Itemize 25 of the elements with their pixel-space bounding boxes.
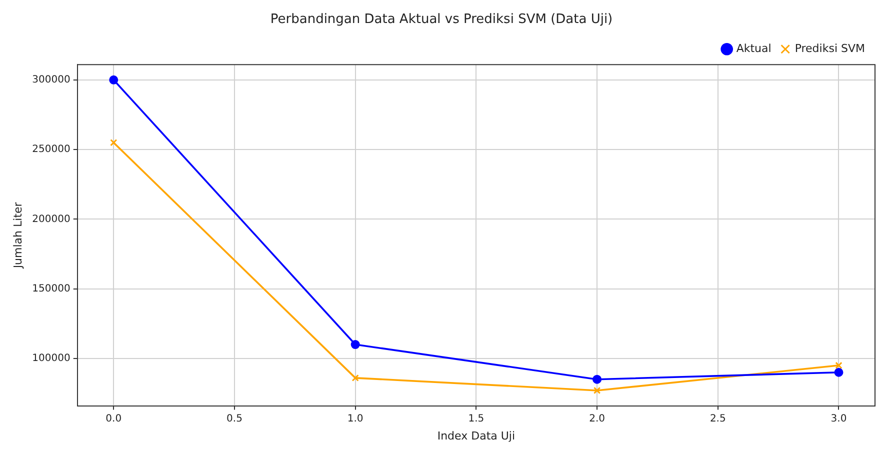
point xyxy=(593,386,601,394)
legend-label: Prediksi SVM xyxy=(794,42,866,55)
x-tick-label: 3.0 xyxy=(830,413,847,424)
x-tick-label: 0.0 xyxy=(106,413,122,424)
point xyxy=(350,340,360,350)
y-axis-title: Jumlah Liter xyxy=(11,202,24,270)
x-tick-label: 1.0 xyxy=(347,413,364,424)
x-tick-label: 2.0 xyxy=(589,413,605,424)
point xyxy=(109,75,118,84)
point xyxy=(352,374,359,382)
legend-label: Aktual xyxy=(736,42,772,55)
point xyxy=(835,362,842,369)
y-tick-label: 300000 xyxy=(32,74,70,86)
y-tick-label: 150000 xyxy=(32,283,70,294)
y-tick-label: 250000 xyxy=(32,144,70,156)
point xyxy=(110,139,118,146)
x-tick-label: 1.5 xyxy=(468,413,484,424)
x-tick-label: 0.5 xyxy=(226,413,242,424)
y-tick-label: 200000 xyxy=(32,214,70,225)
x-axis-title: Index Data Uji xyxy=(437,429,516,442)
x-tick-label: 2.5 xyxy=(710,413,726,424)
y-tick-label: 100000 xyxy=(32,353,70,364)
point xyxy=(592,374,602,384)
chart-title: Perbandingan Data Aktual vs Prediksi SVM (Data Uji) xyxy=(270,12,613,28)
point xyxy=(834,368,844,377)
